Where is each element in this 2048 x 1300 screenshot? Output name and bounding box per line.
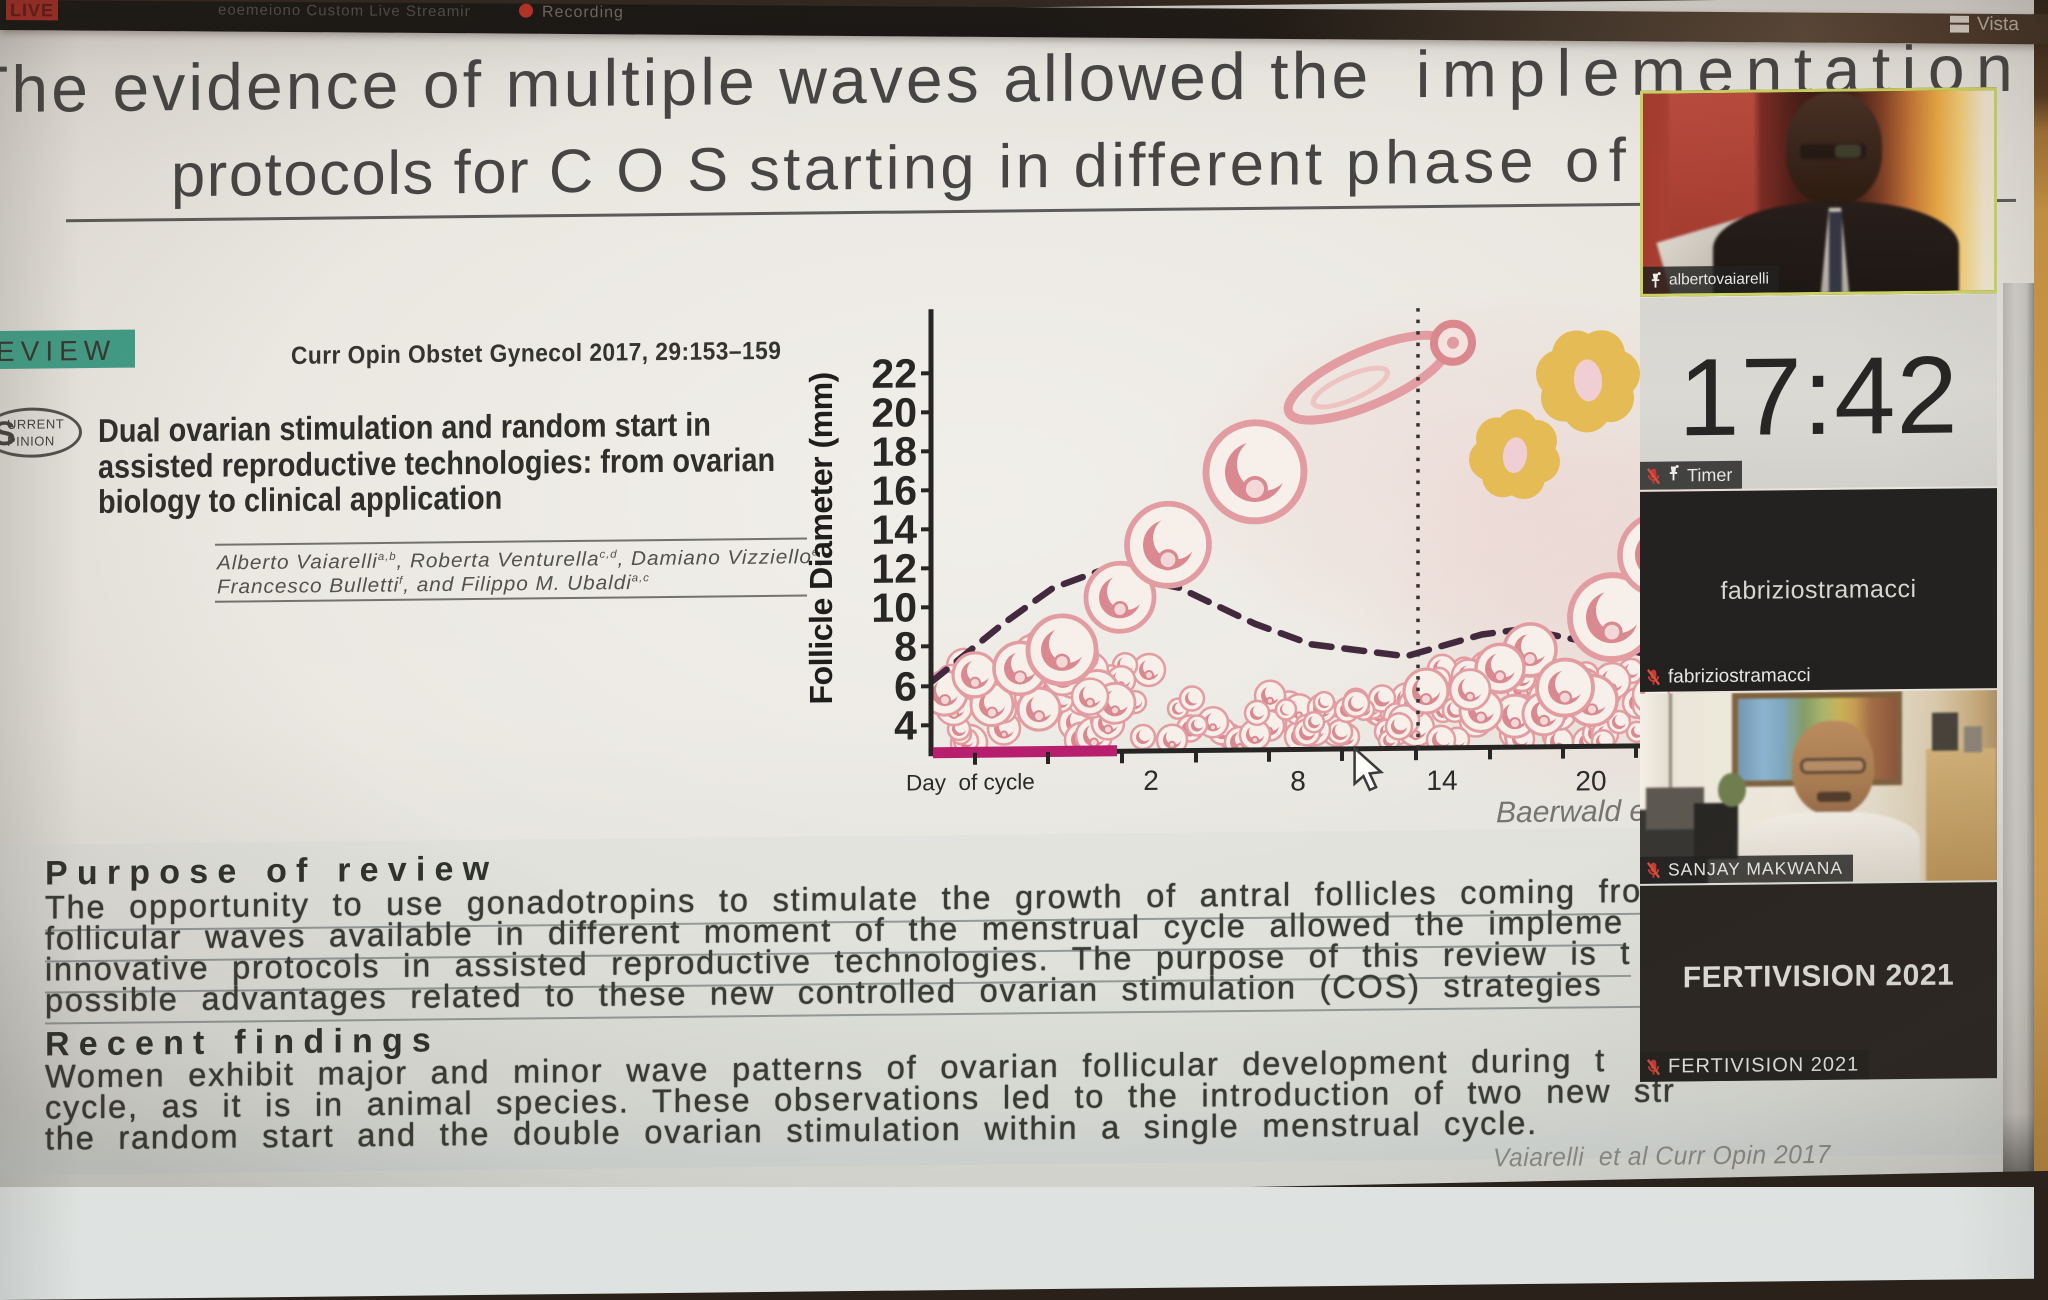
svg-text:Day of cycle: Day of cycle	[906, 769, 1035, 795]
svg-text:14: 14	[1426, 765, 1457, 796]
svg-text:8: 8	[1290, 765, 1306, 796]
svg-text:2: 2	[1143, 765, 1159, 796]
svg-text:Follicle Diameter (mm): Follicle Diameter (mm)	[803, 372, 839, 705]
svg-text:4: 4	[894, 702, 917, 748]
svg-text:20: 20	[1575, 765, 1606, 796]
